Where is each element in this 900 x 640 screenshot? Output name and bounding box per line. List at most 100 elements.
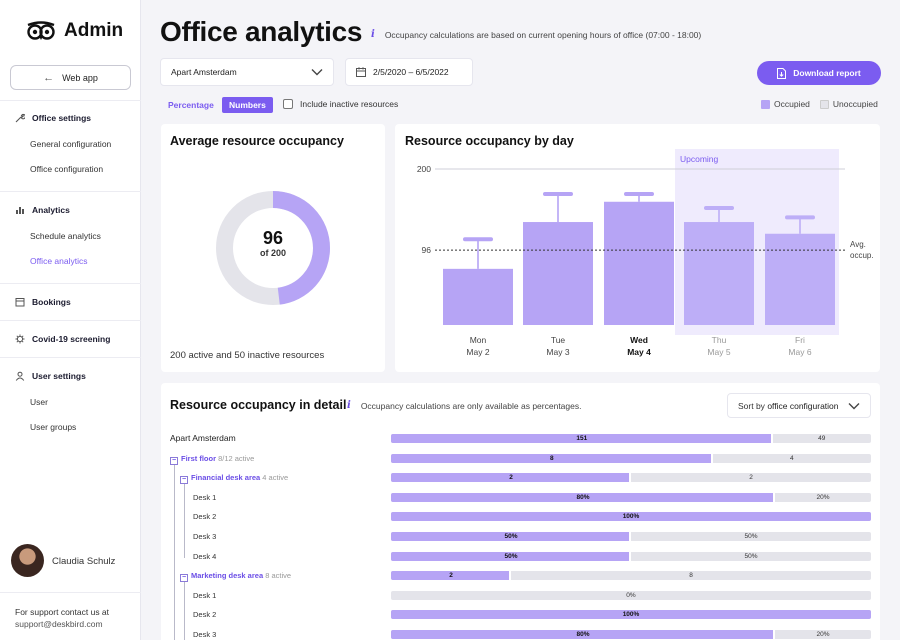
area-row-label[interactable]: − First floor 8/12 active	[170, 454, 254, 465]
sort-select[interactable]: Sort by office configuration	[727, 393, 871, 418]
occupied-value: 50%	[504, 533, 518, 540]
occupied-segment	[391, 552, 631, 561]
day-bar[interactable]	[684, 222, 754, 325]
office-select[interactable]: Apart Amsterdam	[160, 58, 334, 86]
occupancy-bar[interactable]: 100%	[391, 610, 871, 619]
sidebar-item-office-configuration[interactable]: Office configuration	[30, 164, 104, 174]
include-inactive-label: Include inactive resources	[300, 99, 399, 109]
day-bar[interactable]	[443, 268, 513, 325]
avg-label: occup.	[850, 251, 874, 260]
avatar[interactable]	[11, 544, 44, 577]
area-row-label[interactable]: − Financial desk area 4 active	[180, 473, 288, 484]
occupied-segment	[391, 434, 773, 443]
day-bar[interactable]	[604, 201, 674, 325]
occupancy-bar[interactable]: 80% 20%	[391, 630, 871, 639]
legend-label: Unoccupied	[832, 99, 878, 109]
opening-hours-text: Occupancy calculations are based on curr…	[384, 29, 702, 40]
occupancy-total: of 200	[259, 248, 286, 258]
row-name: Desk 3	[193, 532, 217, 541]
sidebar-item-user-groups[interactable]: User groups	[30, 422, 77, 432]
sidebar-item-schedule-analytics[interactable]: Schedule analytics	[30, 231, 101, 241]
x-tick-date: May 5	[707, 347, 730, 357]
occupied-segment	[391, 532, 631, 541]
donut-occupied-arc	[216, 191, 330, 305]
chevron-down-icon	[311, 69, 323, 76]
checkbox-box[interactable]	[283, 99, 293, 109]
collapse-icon[interactable]: −	[180, 574, 188, 582]
unoccupied-value: 50%	[744, 553, 758, 560]
sidebar-item-office-analytics[interactable]: Office analytics	[30, 256, 88, 266]
app-logo[interactable]: Admin	[26, 20, 123, 42]
support-label: For support contact us at	[15, 607, 110, 617]
web-app-label: Web app	[62, 72, 98, 83]
collapse-icon[interactable]: −	[180, 476, 188, 484]
sidebar-item-general-configuration[interactable]: General configuration	[30, 139, 112, 149]
info-icon[interactable]: i	[347, 400, 351, 411]
calendar-icon	[15, 297, 25, 307]
row-name: Desk 2	[193, 610, 217, 619]
x-tick-date: May 2	[466, 347, 489, 357]
bar-chart-icon	[15, 205, 25, 215]
legend-swatch	[819, 99, 829, 109]
occupied-segment	[391, 493, 775, 502]
day-bar[interactable]	[765, 233, 835, 325]
row-name: Desk 3	[193, 630, 217, 639]
occupancy-bar[interactable]: 80% 20%	[391, 493, 871, 502]
sidebar-section-label: Bookings	[32, 297, 71, 307]
download-report-button[interactable]: Download report	[757, 61, 881, 85]
sort-select-text: Sort by office configuration	[738, 401, 839, 411]
occupied-value: 50%	[504, 553, 518, 560]
support-email-link[interactable]: support@deskbird.com	[15, 619, 103, 629]
range-cap	[704, 206, 734, 210]
download-report-label: Download report	[793, 68, 861, 78]
occupancy-bar[interactable]: 50% 50%	[391, 552, 871, 561]
occupancy-bar[interactable]: 50% 50%	[391, 532, 871, 541]
unoccupied-value: 20%	[816, 494, 830, 501]
occupied-value: 100%	[622, 611, 640, 618]
occupied-segment	[391, 610, 871, 619]
collapse-icon[interactable]: −	[170, 457, 178, 465]
occupied-value: 100%	[622, 513, 640, 520]
sidebar-item-user[interactable]: User	[30, 397, 48, 407]
range-cap	[543, 191, 573, 196]
day-bar[interactable]	[523, 222, 593, 325]
info-icon[interactable]: i	[371, 29, 375, 40]
sidebar-section-analytics[interactable]: Analytics	[15, 205, 70, 215]
occupied-value: 0%	[626, 592, 636, 599]
occupancy-bar[interactable]: 100%	[391, 512, 871, 521]
divider	[0, 191, 141, 192]
x-tick-day: Tue	[551, 335, 566, 345]
sidebar-section-user-settings[interactable]: User settings	[15, 371, 86, 381]
percentage-toggle[interactable]: Percentage	[168, 100, 214, 110]
sidebar-section-bookings[interactable]: Bookings	[15, 297, 71, 307]
divider	[0, 283, 141, 284]
arrow-left-icon: ←	[43, 71, 55, 84]
sidebar-section-covid-screening[interactable]: Covid-19 screening	[15, 334, 110, 344]
area-row-label[interactable]: − Marketing desk area 8 active	[180, 571, 291, 582]
sidebar: Admin ← Web app Office settings General …	[0, 0, 141, 640]
numbers-toggle[interactable]: Numbers	[222, 97, 273, 113]
occupancy-by-day-chart: Upcoming 200 Mon May 2 Tue May 3 Wed May 4 Thu Ma…	[417, 149, 874, 357]
range-cap	[785, 215, 815, 220]
occupancy-bar[interactable]: 0%	[391, 591, 871, 600]
x-tick-date: May 4	[627, 347, 651, 357]
unoccupied-value: 49	[818, 435, 826, 442]
user-name[interactable]: Claudia Schulz	[52, 556, 116, 567]
row-active-count: 8 active	[263, 571, 292, 580]
donut-center: 96 of 200	[215, 228, 331, 258]
occupied-value: 151	[576, 435, 588, 442]
web-app-button[interactable]: ← Web app	[10, 65, 131, 90]
sidebar-section-office-settings[interactable]: Office settings	[15, 113, 91, 123]
occupancy-bar[interactable]: 151 49	[391, 434, 871, 443]
chevron-down-icon	[848, 402, 860, 409]
range-cap	[463, 237, 493, 242]
legend-occupied: Occupied	[761, 99, 810, 109]
upcoming-label: Upcoming	[680, 154, 719, 164]
desk-row-label: Desk 3	[193, 630, 216, 639]
row-name: Apart Amsterdam	[170, 433, 236, 443]
date-range-picker[interactable]: 2/5/2020 – 6/5/2022	[345, 58, 473, 86]
include-inactive-checkbox[interactable]: Include inactive resources	[283, 99, 398, 109]
